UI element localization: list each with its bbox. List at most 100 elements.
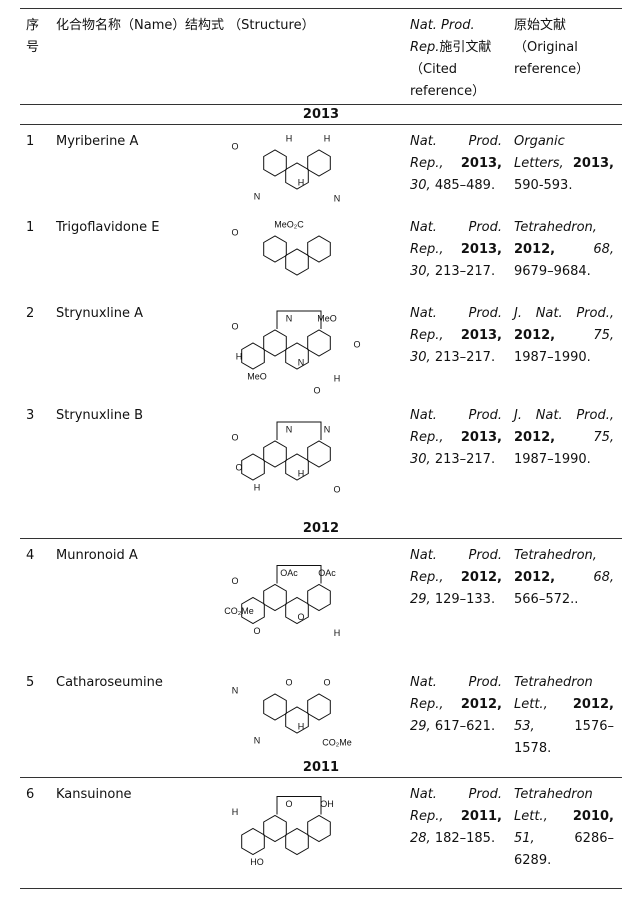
ref-volume: 51, bbox=[514, 831, 535, 846]
atom-label: H bbox=[298, 177, 305, 187]
skeleton bbox=[241, 421, 331, 481]
compound-name: Trigoflavidone E bbox=[56, 220, 160, 235]
ref-journal: Nat. Prod. Rep., bbox=[410, 787, 502, 824]
atom-label: O bbox=[231, 432, 238, 442]
bridge bbox=[276, 421, 322, 440]
compound-name: Kansuinone bbox=[56, 787, 132, 802]
ring bbox=[307, 440, 331, 468]
atom-label: O bbox=[231, 141, 238, 151]
bridge bbox=[276, 565, 322, 584]
header-cited-label: 施引文献（Cited reference） bbox=[410, 40, 492, 99]
structure: O N N H H O O bbox=[231, 421, 341, 494]
ref-journal: J. Nat. Prod., bbox=[514, 306, 614, 321]
original-reference: Tetrahedron, 2012, 68, 9679–9684. bbox=[514, 211, 614, 283]
atom-label: MeO bbox=[317, 313, 337, 323]
atom-label: H bbox=[324, 133, 331, 143]
ref-pages: 590-593. bbox=[514, 178, 573, 193]
skeleton bbox=[263, 149, 331, 190]
ref-pages: 6286–6289. bbox=[514, 831, 614, 868]
atom-label: OH bbox=[320, 799, 334, 809]
compound-name: Catharoseumine bbox=[56, 675, 163, 690]
atom-label: H bbox=[334, 628, 341, 638]
ring bbox=[241, 342, 265, 370]
section-year: 2012 bbox=[20, 519, 622, 539]
cited-reference: Nat. Prod. Rep., 2013, 30, 485–489. bbox=[410, 125, 502, 197]
table-row: 2 Strynuxline A O N MeO MeO N H H O O Nat. Prod. Re… bbox=[20, 297, 622, 399]
atom-label: N bbox=[286, 313, 293, 323]
atom-label: MeO₂C bbox=[274, 219, 304, 229]
ref-pages: 1987–1990. bbox=[514, 452, 591, 467]
atom-label: O bbox=[285, 677, 292, 687]
ref-year: 2013, bbox=[460, 242, 502, 257]
ring bbox=[241, 827, 265, 856]
ring bbox=[263, 440, 287, 468]
compound-name: Strynuxline B bbox=[56, 408, 144, 423]
ref-journal: Nat. Prod. Rep., bbox=[410, 408, 502, 445]
atom-label: N bbox=[286, 424, 293, 434]
ring bbox=[241, 596, 265, 625]
atom-label: O bbox=[253, 626, 260, 636]
atom-label: H bbox=[298, 721, 305, 731]
ref-year: 2012, bbox=[460, 570, 502, 585]
ref-pages: 9679–9684. bbox=[514, 264, 591, 279]
header-cited: Nat. Prod. Rep.施引文献（Cited reference） bbox=[410, 9, 502, 103]
ref-volume: 30, bbox=[410, 178, 431, 193]
ref-volume: 29, bbox=[410, 592, 431, 607]
ring bbox=[307, 329, 331, 357]
structure-cell: O MeO₂C bbox=[185, 211, 410, 303]
ref-volume: 29, bbox=[410, 719, 431, 734]
atom-label: O bbox=[313, 385, 320, 395]
atom-label: N bbox=[324, 424, 331, 434]
atom-label: O bbox=[285, 799, 292, 809]
original-reference: Organic Letters, 2013, 590-593. bbox=[514, 125, 614, 197]
structure-cell: H O OH HO bbox=[185, 778, 410, 895]
ring bbox=[263, 149, 287, 177]
skeleton bbox=[241, 565, 331, 625]
atom-label: O bbox=[231, 227, 238, 237]
atom-label: N bbox=[232, 685, 239, 695]
atom-label: MeO bbox=[247, 371, 267, 381]
ref-volume: 75, bbox=[593, 328, 614, 343]
ref-journal: Tetrahedron Lett., bbox=[514, 787, 593, 824]
table-row: 4 Munronoid A O OAc OAc O O H CO₂Me Nat. Prod. Re… bbox=[20, 539, 622, 666]
atom-label: CO₂Me bbox=[322, 737, 352, 747]
atom-label: CO₂Me bbox=[224, 606, 254, 616]
ref-volume: 68, bbox=[593, 570, 614, 585]
ring bbox=[307, 149, 331, 177]
ref-pages: 213–217. bbox=[434, 264, 496, 279]
cited-reference: Nat. Prod. Rep., 2013, 30, 213–217. bbox=[410, 211, 502, 283]
ref-volume: 30, bbox=[410, 350, 431, 365]
header-row: 序号 化合物名称（Name） 结构式 （Structure） Nat. Prod… bbox=[20, 9, 622, 105]
ref-pages: 566–572.. bbox=[514, 592, 579, 607]
cited-reference: Nat. Prod. Rep., 2011, 28, 182–185. bbox=[410, 778, 502, 850]
compound-name: Munronoid A bbox=[56, 548, 138, 563]
table-row: 1 Trigoflavidone E O MeO₂C Nat. Prod. Rep., … bbox=[20, 211, 622, 297]
structure-cell: N O O N H CO₂Me bbox=[185, 666, 410, 764]
row-no: 6 bbox=[26, 787, 35, 802]
atom-label: N bbox=[298, 357, 305, 367]
table-row: 1 Myriberine A O H H N H N Nat. Prod. Rep., 2013… bbox=[20, 125, 622, 211]
table-row: 5 Catharoseumine N O O N H CO₂Me Nat. Prod. Rep.… bbox=[20, 666, 622, 758]
table: 序号 化合物名称（Name） 结构式 （Structure） Nat. Prod… bbox=[20, 8, 622, 889]
table-row: 3 Strynuxline B O N N H H O O Nat. Prod. Rep., 20… bbox=[20, 399, 622, 519]
atom-label: H bbox=[298, 468, 305, 478]
ring bbox=[263, 329, 287, 357]
atom-label: H bbox=[254, 482, 261, 492]
ring bbox=[263, 814, 287, 843]
skeleton bbox=[263, 235, 331, 276]
atom-label: N bbox=[254, 735, 261, 745]
skeleton bbox=[241, 310, 331, 370]
atom-label: OAc bbox=[318, 568, 336, 578]
bridge bbox=[276, 310, 322, 329]
ref-journal: Nat. Prod. Rep., bbox=[410, 675, 502, 712]
ref-pages: 485–489. bbox=[434, 178, 496, 193]
ref-year: 2012, bbox=[514, 570, 556, 585]
atom-label: O bbox=[353, 339, 360, 349]
ref-pages: 213–217. bbox=[434, 350, 496, 365]
row-no: 3 bbox=[26, 408, 35, 423]
cited-reference: Nat. Prod. Rep., 2012, 29, 129–133. bbox=[410, 539, 502, 611]
atom-label: H bbox=[236, 351, 243, 361]
ref-year: 2013, bbox=[460, 328, 502, 343]
row-no: 4 bbox=[26, 548, 35, 563]
